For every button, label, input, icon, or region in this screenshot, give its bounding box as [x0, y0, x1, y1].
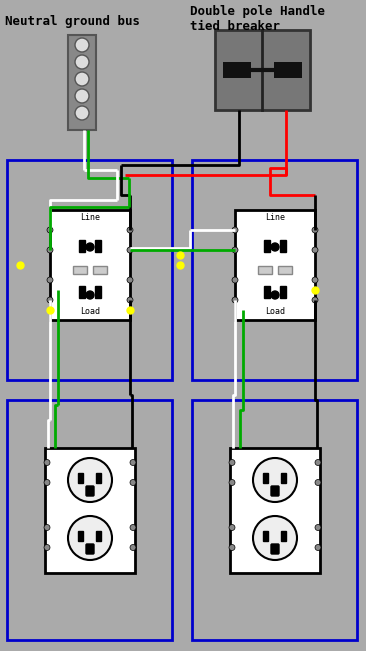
- Circle shape: [47, 247, 53, 253]
- FancyBboxPatch shape: [79, 286, 85, 298]
- Circle shape: [47, 227, 53, 233]
- Circle shape: [127, 227, 133, 233]
- Circle shape: [229, 480, 235, 486]
- FancyBboxPatch shape: [280, 240, 286, 252]
- FancyBboxPatch shape: [73, 266, 87, 274]
- Circle shape: [44, 480, 50, 486]
- Circle shape: [130, 460, 136, 465]
- Circle shape: [75, 89, 89, 103]
- FancyBboxPatch shape: [230, 447, 320, 572]
- Circle shape: [312, 277, 318, 283]
- Circle shape: [127, 247, 133, 253]
- Circle shape: [271, 243, 279, 251]
- Circle shape: [47, 297, 53, 303]
- Circle shape: [253, 516, 297, 560]
- Circle shape: [47, 277, 53, 283]
- FancyBboxPatch shape: [278, 266, 292, 274]
- FancyBboxPatch shape: [68, 35, 96, 130]
- FancyBboxPatch shape: [264, 531, 269, 541]
- FancyBboxPatch shape: [78, 473, 83, 483]
- FancyBboxPatch shape: [215, 30, 310, 110]
- FancyBboxPatch shape: [271, 544, 279, 554]
- FancyBboxPatch shape: [264, 286, 270, 298]
- FancyBboxPatch shape: [280, 286, 286, 298]
- Circle shape: [44, 525, 50, 531]
- Circle shape: [315, 525, 321, 531]
- Circle shape: [130, 544, 136, 551]
- Circle shape: [312, 297, 318, 303]
- Circle shape: [315, 480, 321, 486]
- Circle shape: [127, 277, 133, 283]
- Circle shape: [232, 297, 238, 303]
- FancyBboxPatch shape: [86, 486, 94, 496]
- FancyBboxPatch shape: [274, 62, 302, 78]
- FancyBboxPatch shape: [223, 62, 251, 78]
- FancyBboxPatch shape: [97, 531, 101, 541]
- Circle shape: [232, 227, 238, 233]
- FancyBboxPatch shape: [86, 544, 94, 554]
- Circle shape: [312, 247, 318, 253]
- FancyBboxPatch shape: [258, 266, 272, 274]
- Text: Line: Line: [265, 214, 285, 223]
- Circle shape: [68, 458, 112, 502]
- FancyBboxPatch shape: [97, 473, 101, 483]
- Text: Double pole Handle
tied breaker: Double pole Handle tied breaker: [190, 5, 325, 33]
- FancyBboxPatch shape: [264, 240, 270, 252]
- Circle shape: [271, 291, 279, 299]
- Text: Load: Load: [265, 307, 285, 316]
- Circle shape: [130, 525, 136, 531]
- FancyBboxPatch shape: [281, 473, 287, 483]
- Circle shape: [44, 544, 50, 551]
- Text: Line: Line: [80, 214, 100, 223]
- Circle shape: [75, 72, 89, 86]
- Circle shape: [75, 55, 89, 69]
- Circle shape: [86, 243, 94, 251]
- FancyBboxPatch shape: [235, 210, 315, 320]
- Circle shape: [312, 227, 318, 233]
- FancyBboxPatch shape: [281, 531, 287, 541]
- Circle shape: [127, 297, 133, 303]
- FancyBboxPatch shape: [264, 473, 269, 483]
- FancyBboxPatch shape: [95, 286, 101, 298]
- Circle shape: [229, 544, 235, 551]
- Circle shape: [253, 458, 297, 502]
- Circle shape: [130, 480, 136, 486]
- Circle shape: [229, 460, 235, 465]
- FancyBboxPatch shape: [78, 531, 83, 541]
- FancyBboxPatch shape: [79, 240, 85, 252]
- FancyBboxPatch shape: [93, 266, 107, 274]
- Circle shape: [68, 516, 112, 560]
- Circle shape: [232, 247, 238, 253]
- Circle shape: [229, 525, 235, 531]
- Text: Neutral ground bus: Neutral ground bus: [5, 15, 140, 28]
- Text: Load: Load: [80, 307, 100, 316]
- Circle shape: [315, 544, 321, 551]
- Circle shape: [75, 38, 89, 52]
- FancyBboxPatch shape: [45, 447, 135, 572]
- Circle shape: [232, 277, 238, 283]
- Circle shape: [44, 460, 50, 465]
- FancyBboxPatch shape: [50, 210, 130, 320]
- Circle shape: [75, 106, 89, 120]
- Circle shape: [86, 291, 94, 299]
- Circle shape: [315, 460, 321, 465]
- FancyBboxPatch shape: [95, 240, 101, 252]
- FancyBboxPatch shape: [271, 486, 279, 496]
